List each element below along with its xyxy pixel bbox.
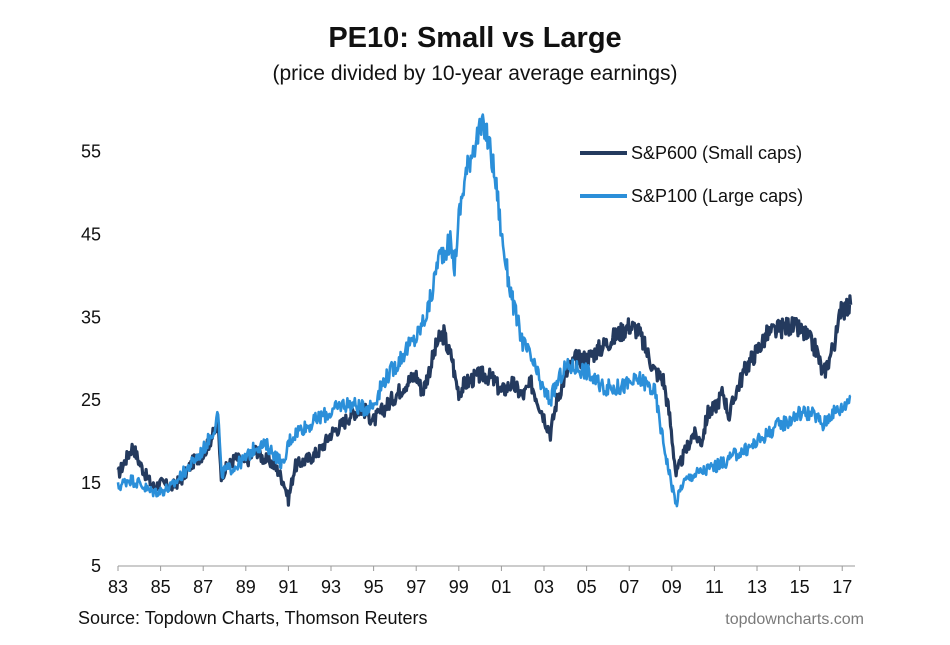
x-tick-label: 93 [321,577,341,597]
y-tick-label: 5 [91,556,101,576]
y-tick-label: 15 [81,473,101,493]
x-tick-label: 15 [790,577,810,597]
y-tick-label: 45 [81,224,101,244]
x-tick-label: 87 [193,577,213,597]
x-tick-label: 89 [236,577,256,597]
x-tick-label: 97 [406,577,426,597]
y-tick-label: 55 [81,141,101,161]
x-tick-label: 09 [662,577,682,597]
chart-subtitle: (price divided by 10-year average earnin… [272,62,678,85]
source-note: Source: Topdown Charts, Thomson Reuters [78,608,428,628]
x-tick-label: 13 [747,577,767,597]
x-tick-label: 85 [151,577,171,597]
y-tick-label: 35 [81,307,101,327]
legend-label: S&P600 (Small caps) [631,143,802,163]
series-line-large-caps [116,113,852,508]
legend: S&P600 (Small caps) S&P100 (Large caps) [580,143,803,206]
x-axis-ticks: 83 85 87 89 91 93 95 97 99 01 03 05 07 09 11 13 15 17 [108,566,852,597]
chart-title: PE10: Small vs Large [328,22,622,54]
x-tick-label: 83 [108,577,128,597]
x-tick-label: 07 [619,577,639,597]
x-tick-label: 91 [278,577,298,597]
y-tick-label: 25 [81,390,101,410]
x-tick-label: 05 [577,577,597,597]
series-line-small-caps [116,294,853,507]
x-tick-label: 01 [491,577,511,597]
series-layer [116,113,853,508]
y-axis-ticks: 5 15 25 35 45 55 [81,141,101,576]
x-tick-label: 99 [449,577,469,597]
x-tick-label: 95 [364,577,384,597]
x-tick-label: 03 [534,577,554,597]
x-tick-label: 11 [705,577,724,597]
x-tick-label: 17 [832,577,852,597]
legend-label: S&P100 (Large caps) [631,186,803,206]
watermark: topdowncharts.com [725,611,864,628]
